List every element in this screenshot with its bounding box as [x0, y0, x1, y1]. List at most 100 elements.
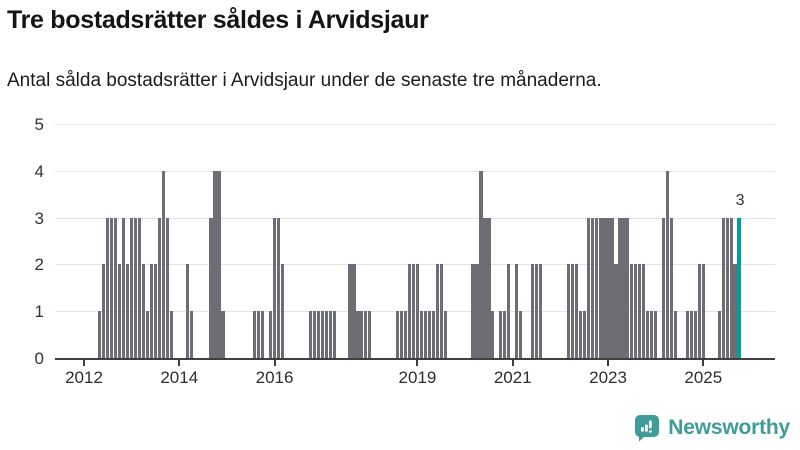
bar	[368, 311, 372, 358]
y-axis-label: 0	[34, 349, 44, 368]
bar	[721, 217, 725, 358]
x-axis-tick	[416, 360, 419, 366]
bar	[531, 264, 535, 358]
bar	[328, 311, 332, 358]
bar	[669, 217, 674, 358]
bar	[106, 217, 110, 358]
chart-subtitle: Antal sålda bostadsrätter i Arvidsjaur u…	[7, 70, 602, 91]
bar	[507, 264, 511, 358]
bar	[439, 264, 443, 358]
bar	[189, 311, 193, 358]
bar	[650, 311, 654, 358]
bar-chart-speech-bubble-icon	[635, 415, 660, 442]
bar	[352, 264, 356, 358]
bar	[320, 311, 324, 358]
x-axis-label: 2012	[65, 368, 103, 387]
bar	[697, 264, 701, 358]
bar	[316, 311, 320, 358]
bar	[729, 217, 733, 358]
bar	[122, 217, 126, 358]
bar	[348, 264, 352, 358]
gridline	[55, 124, 775, 125]
bar	[419, 311, 424, 358]
bar	[253, 311, 257, 358]
bar	[209, 217, 213, 358]
bar	[98, 311, 102, 358]
bar	[475, 264, 479, 358]
bar	[503, 311, 507, 358]
bar	[145, 311, 150, 358]
bar	[471, 264, 475, 358]
bar	[717, 311, 721, 358]
bar	[217, 170, 221, 358]
bar	[431, 311, 435, 358]
bar	[332, 311, 336, 358]
bar	[360, 311, 364, 358]
bar	[665, 170, 670, 358]
bar	[685, 311, 690, 358]
bar	[626, 217, 630, 358]
bar	[110, 217, 114, 358]
bar	[622, 217, 626, 358]
bar	[610, 217, 614, 358]
bar	[427, 311, 431, 358]
y-axis-label: 4	[34, 161, 44, 181]
x-axis-tick	[607, 360, 610, 366]
newsworthy-logo: Newsworthy	[633, 413, 790, 442]
bar	[400, 311, 404, 358]
bar	[515, 264, 519, 358]
bar-highlight	[737, 217, 741, 358]
bar	[673, 311, 678, 358]
bar	[403, 311, 408, 358]
x-axis-label: 2023	[589, 368, 627, 387]
x-axis-tick	[702, 360, 705, 366]
bar	[268, 311, 273, 358]
bar	[638, 264, 642, 358]
y-axis-label: 5	[34, 115, 44, 134]
bar	[582, 311, 586, 358]
bar	[213, 170, 217, 358]
bar	[479, 170, 483, 358]
bar	[102, 264, 106, 358]
x-axis-tick	[511, 360, 514, 366]
bar	[590, 217, 594, 358]
bar	[364, 311, 368, 358]
x-axis-label: 2016	[255, 368, 294, 387]
bar	[566, 264, 570, 358]
bar	[435, 264, 439, 358]
bar	[165, 217, 169, 358]
bar	[578, 311, 582, 358]
bar	[538, 264, 543, 358]
bar	[733, 264, 737, 358]
bar	[324, 311, 328, 358]
y-axis-label: 1	[34, 302, 44, 322]
bar	[574, 264, 578, 358]
bar	[483, 217, 487, 358]
bar	[693, 311, 697, 358]
bar	[114, 217, 118, 358]
bar	[161, 170, 165, 358]
bar	[654, 311, 658, 358]
bar	[634, 264, 638, 358]
bar	[149, 264, 154, 358]
x-axis-tick	[178, 360, 181, 366]
bar	[487, 217, 491, 358]
bar	[221, 311, 225, 358]
bar	[134, 217, 138, 358]
bar	[185, 264, 189, 358]
bar	[701, 264, 705, 358]
bar	[130, 217, 134, 358]
x-axis-label: 2025	[684, 368, 723, 387]
bar	[519, 311, 523, 358]
bar	[415, 264, 420, 358]
bar	[594, 217, 598, 358]
bar	[308, 311, 312, 358]
bar	[157, 217, 162, 358]
bar	[137, 217, 142, 358]
bar	[646, 311, 650, 358]
bar	[276, 217, 281, 358]
bar	[491, 311, 495, 358]
bar	[618, 217, 622, 358]
bar	[280, 264, 285, 358]
